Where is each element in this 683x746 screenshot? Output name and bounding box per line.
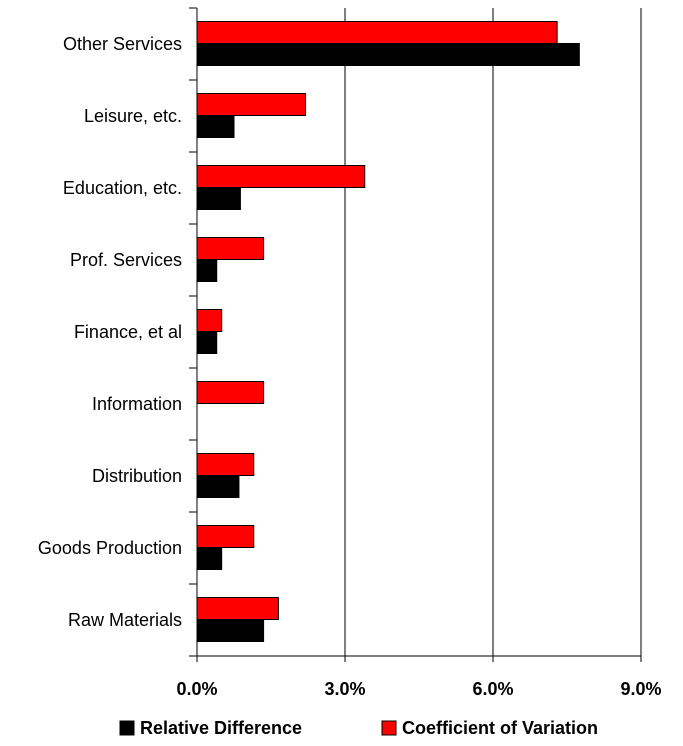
category-label: Prof. Services [70,250,182,270]
category-label: Information [92,394,182,414]
bar-coefficient-of-variation [196,525,255,548]
gridlines [344,8,642,656]
bar-coefficient-of-variation [196,309,223,332]
bar-relative-difference [196,43,580,66]
x-tick-label: 3.0% [324,679,365,699]
bar-coefficient-of-variation [196,453,255,476]
category-label: Other Services [63,34,182,54]
x-tick-labels: 0.0% 3.0% 6.0% 9.0% [176,679,661,699]
category-label: Finance, et al [74,322,182,342]
bar-coefficient-of-variation [196,93,307,116]
bar-coefficient-of-variation [196,237,265,260]
x-tick-label: 0.0% [176,679,217,699]
bar-relative-difference [196,187,241,210]
bar-relative-difference [196,331,218,354]
legend-swatch [381,720,397,736]
axes [189,7,642,662]
x-tick-label: 9.0% [620,679,661,699]
category-label: Raw Materials [68,610,182,630]
bar-relative-difference [196,115,235,138]
bar-coefficient-of-variation [196,597,279,620]
bar-relative-difference [196,547,223,570]
x-tick-label: 6.0% [472,679,513,699]
bar-relative-difference [196,475,240,498]
category-labels: Other Services Leisure, etc. Education, et… [38,34,182,630]
bar-coefficient-of-variation [196,381,265,404]
bar-relative-difference [196,619,265,642]
category-label: Distribution [92,466,182,486]
legend: Relative Difference Coefficient of Variat… [119,718,598,738]
legend-label: Coefficient of Variation [402,718,598,738]
bars [196,21,580,642]
legend-swatch [119,720,135,736]
bar-coefficient-of-variation [196,165,366,188]
legend-label: Relative Difference [140,718,302,738]
category-label: Leisure, etc. [84,106,182,126]
category-label: Goods Production [38,538,182,558]
bar-relative-difference [196,259,218,282]
category-label: Education, etc. [63,178,182,198]
bar-coefficient-of-variation [196,21,558,44]
